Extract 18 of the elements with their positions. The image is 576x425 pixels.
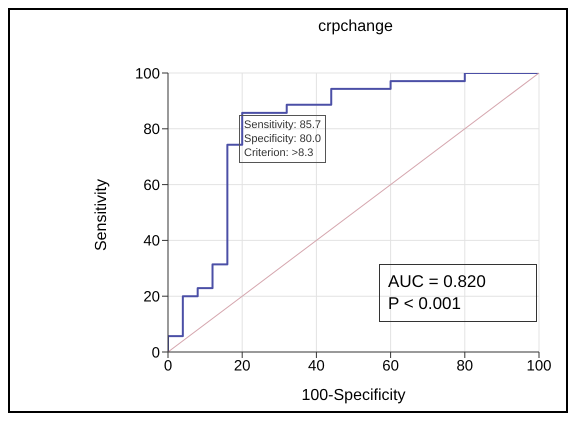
x-tick-label: 0 [164, 358, 172, 375]
chart-title: crpchange [317, 18, 394, 36]
y-tick-label: 40 [143, 232, 160, 250]
x-tick-label: 100 [526, 358, 552, 375]
x-axis-title: 100-Specificity [301, 387, 406, 404]
x-tick-label: 20 [234, 358, 251, 375]
annotation: AUC = 0.820 P < 0.001 [388, 271, 487, 315]
y-tick-label: 100 [134, 65, 160, 82]
y-tick-label: 0 [152, 344, 160, 362]
annotation: Sensitivity: 85.7 Specificity: 80.0 Criterion: >8.3 [244, 118, 322, 160]
y-tick-label: 80 [143, 121, 160, 138]
x-tick-label: 60 [382, 358, 399, 375]
y-tick-label: 60 [143, 176, 160, 194]
y-axis-title: Sensitivity [93, 178, 111, 251]
x-tick-label: 80 [456, 358, 474, 375]
x-tick-label: 40 [308, 358, 325, 375]
y-tick-label: 20 [143, 288, 160, 306]
frame: 0 20 40 60 80 100 100-Specificity 0 20 40 60 80 100 crpchange Sensitivity Sensitivity: 85.7 Specificity: 80.0 Criterion: >8.3 AUC = 0.820 P < 0.001 [8, 8, 568, 413]
